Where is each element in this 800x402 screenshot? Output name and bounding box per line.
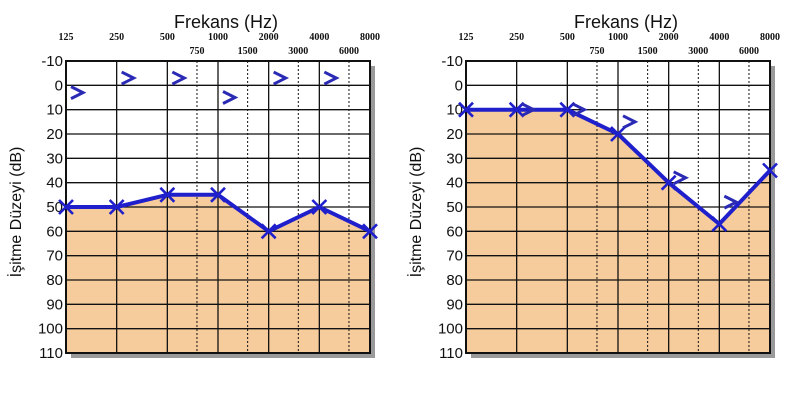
x-interoctave-tick-label: 3000 — [288, 46, 308, 57]
y-tick-label: 50 — [446, 199, 463, 216]
air-conduction-point — [159, 186, 176, 203]
y-tick-label: -10 — [441, 53, 463, 70]
y-tick-label: 90 — [446, 296, 463, 313]
x-interoctave-tick-label: 6000 — [339, 46, 359, 57]
air-conduction-point — [108, 199, 125, 215]
y-tick-label: 0 — [455, 77, 463, 94]
grid-frame — [465, 60, 771, 354]
x-tick-label: 4000 — [709, 32, 729, 43]
bone-conduction-point — [571, 102, 588, 118]
x-axis-title: Frekans (Hz) — [574, 12, 678, 32]
x-tick-label: 500 — [560, 32, 575, 43]
y-tick-label: 10 — [446, 102, 463, 119]
y-tick-label: 30 — [446, 150, 463, 167]
air-conduction-point — [58, 199, 74, 215]
bone-conduction-point — [622, 114, 639, 130]
x-tick-label: 125 — [59, 32, 74, 43]
x-interoctave-tick-label: 3000 — [688, 46, 708, 57]
y-tick-label: 20 — [446, 126, 463, 143]
x-tick-label: 2000 — [659, 32, 679, 43]
y-tick-label: 100 — [438, 321, 463, 338]
x-tick-label: 1000 — [608, 32, 628, 43]
air-conduction-point — [260, 223, 277, 240]
y-tick-label: 110 — [39, 345, 63, 362]
x-tick-label: 8000 — [760, 32, 780, 43]
air-conduction-point — [210, 186, 226, 203]
bone-conduction-point — [723, 194, 740, 210]
x-tick-label: 2000 — [259, 32, 279, 43]
y-tick-label: 0 — [55, 77, 63, 94]
y-tick-label: 40 — [46, 175, 63, 192]
bone-conduction-point — [272, 70, 290, 86]
y-tick-label: -10 — [41, 53, 63, 70]
x-axis-title: Frekans (Hz) — [174, 12, 278, 32]
air-conduction-point — [660, 174, 677, 191]
y-tick-label: 70 — [46, 248, 63, 265]
x-tick-label: 1000 — [208, 32, 228, 43]
y-tick-label: 80 — [446, 272, 463, 289]
y-axis-title: İşitme Düzeyi (dB) — [406, 147, 425, 278]
audiogram-left: Frekans (Hz)125 250 500 1000 2000 4000 8000750… — [6, 12, 380, 362]
x-tick-label: 8000 — [360, 32, 380, 43]
audiogram-right: Frekans (Hz)125 250 500 1000 2000 4000 8000750… — [406, 12, 780, 362]
y-tick-label: 80 — [46, 272, 63, 289]
y-tick-label: 30 — [46, 150, 63, 167]
air-conduction-point — [362, 223, 378, 240]
air-conduction-point — [311, 199, 328, 215]
x-interoctave-tick-label: 1500 — [238, 46, 258, 57]
y-tick-label: 60 — [46, 223, 63, 240]
y-tick-label: 100 — [38, 321, 63, 338]
air-conduction-point — [762, 162, 778, 179]
y-axis-title: İşitme Düzeyi (dB) — [6, 147, 25, 278]
y-tick-label: 110 — [439, 345, 463, 362]
air-conduction-point — [610, 126, 626, 142]
air-conduction-point — [711, 216, 728, 232]
x-tick-label: 250 — [109, 32, 124, 43]
y-tick-label: 40 — [446, 175, 463, 192]
x-tick-label: 250 — [509, 32, 524, 43]
bone-conduction-point — [171, 70, 188, 86]
x-tick-label: 4000 — [309, 32, 329, 43]
bone-conduction-point — [520, 102, 538, 118]
y-tick-label: 90 — [46, 296, 63, 313]
x-interoctave-tick-label: 1500 — [638, 46, 658, 57]
x-interoctave-tick-label: 750 — [589, 46, 604, 57]
bone-conduction-point — [222, 90, 239, 105]
bone-conduction-point — [70, 85, 87, 100]
bone-conduction-point — [672, 170, 690, 186]
y-tick-label: 10 — [46, 102, 63, 119]
bone-conduction-point — [120, 70, 138, 86]
y-tick-label: 20 — [46, 126, 63, 143]
x-tick-label: 125 — [459, 32, 474, 43]
x-interoctave-tick-label: 6000 — [739, 46, 759, 57]
air-conduction-point — [458, 101, 474, 118]
x-tick-label: 500 — [160, 32, 175, 43]
y-tick-label: 50 — [46, 199, 63, 216]
x-interoctave-tick-label: 750 — [189, 46, 204, 57]
y-tick-label: 60 — [446, 223, 463, 240]
y-tick-label: 70 — [446, 248, 463, 265]
bone-conduction-point — [323, 70, 340, 86]
